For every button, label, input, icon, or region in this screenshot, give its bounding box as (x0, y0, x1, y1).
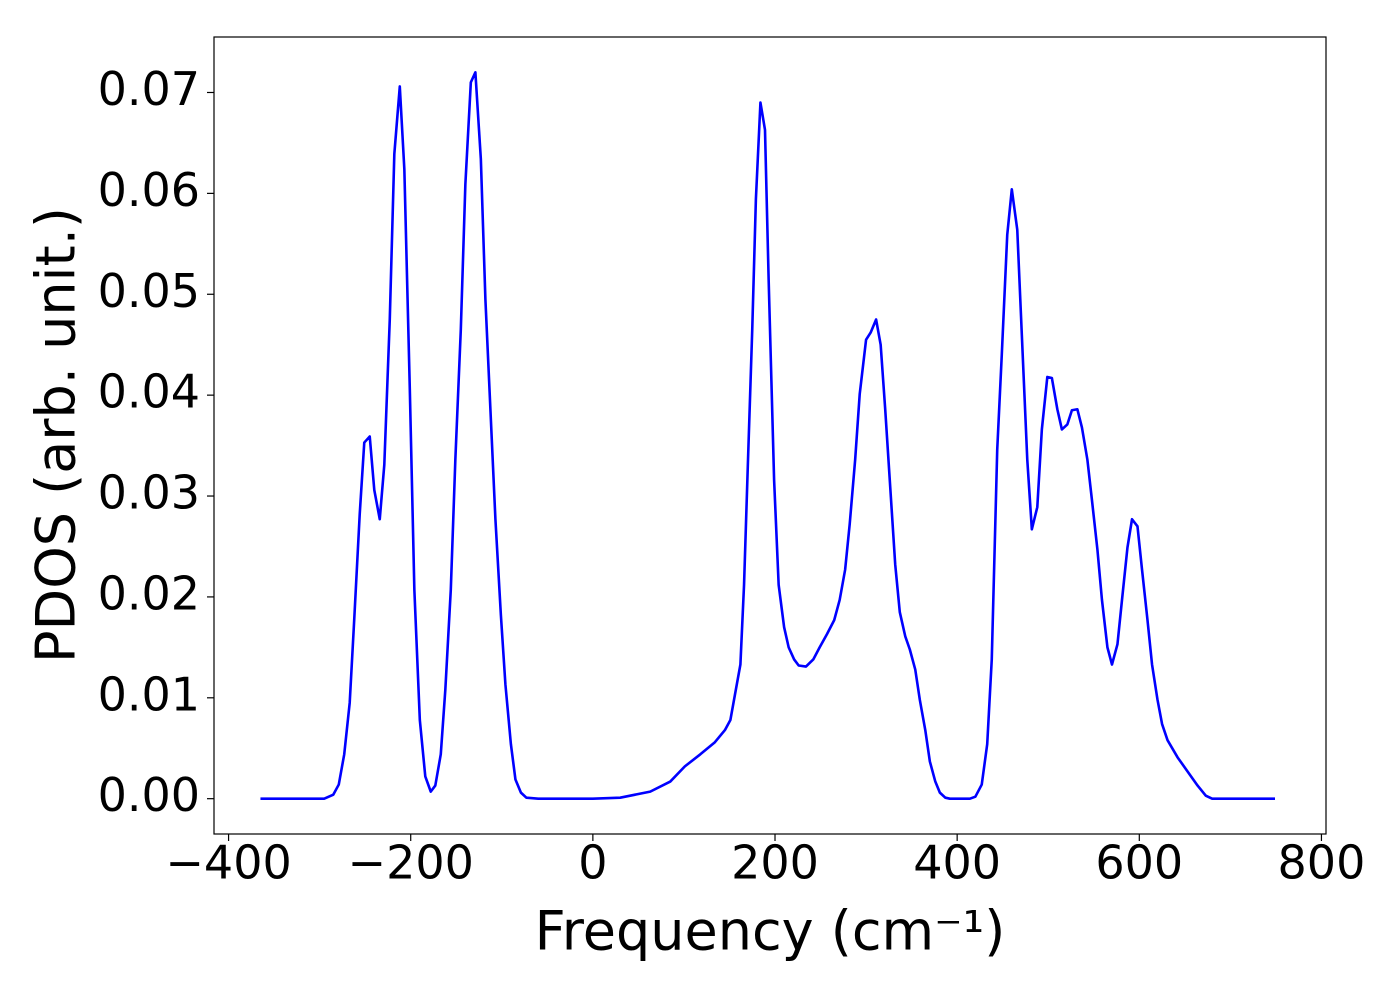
y-tick-label: 0.04 (98, 365, 200, 419)
x-tick-label: 400 (913, 836, 1001, 890)
data-line (260, 71, 1275, 800)
y-tick-label: 0.03 (98, 466, 200, 520)
x-tick-label: −400 (165, 836, 291, 890)
y-tick-label: 0.00 (98, 768, 200, 822)
y-tick-label: 0.01 (98, 667, 200, 721)
x-tick-label: 800 (1278, 836, 1366, 890)
x-tick-label: 0 (578, 836, 607, 890)
y-tick-label: 0.02 (98, 566, 200, 620)
x-tick-label: 200 (731, 836, 819, 890)
x-tick-label: −200 (348, 836, 474, 890)
plot-frame (213, 36, 1327, 835)
y-axis-label: PDOS (arb. unit.) (25, 207, 88, 663)
x-axis-label: Frequency (cm⁻¹) (535, 900, 1006, 963)
y-tick-label: 0.06 (98, 163, 200, 217)
y-tick-label: 0.07 (98, 62, 200, 116)
x-tick-label: 600 (1095, 836, 1183, 890)
y-tick-label: 0.05 (98, 264, 200, 318)
